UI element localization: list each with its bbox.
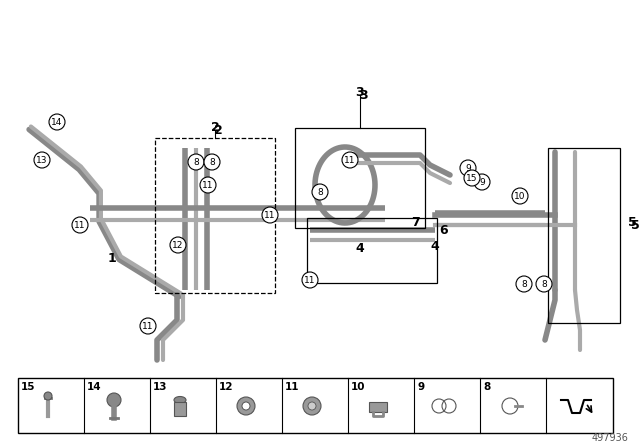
Text: 6: 6 bbox=[440, 224, 448, 237]
Bar bbox=[174, 402, 186, 416]
Text: 8: 8 bbox=[193, 158, 199, 167]
Text: 3: 3 bbox=[356, 86, 364, 99]
Circle shape bbox=[204, 154, 220, 170]
Circle shape bbox=[536, 276, 552, 292]
Circle shape bbox=[474, 174, 490, 190]
Circle shape bbox=[188, 154, 204, 170]
Text: 4: 4 bbox=[356, 241, 364, 254]
Text: 3: 3 bbox=[358, 89, 367, 102]
Ellipse shape bbox=[174, 396, 186, 404]
Text: 11: 11 bbox=[344, 155, 356, 164]
Bar bbox=[369, 402, 387, 412]
Text: 1: 1 bbox=[108, 251, 116, 264]
Text: 4: 4 bbox=[431, 240, 440, 253]
Circle shape bbox=[460, 160, 476, 176]
Bar bbox=[155, 138, 275, 293]
Circle shape bbox=[302, 272, 318, 288]
Text: 5: 5 bbox=[628, 215, 636, 228]
Circle shape bbox=[464, 170, 480, 186]
Text: 8: 8 bbox=[483, 382, 490, 392]
Text: 13: 13 bbox=[153, 382, 168, 392]
Text: 11: 11 bbox=[202, 181, 214, 190]
Text: 11: 11 bbox=[142, 322, 154, 331]
Circle shape bbox=[262, 207, 278, 223]
Text: 9: 9 bbox=[479, 177, 485, 186]
Circle shape bbox=[34, 152, 50, 168]
Text: 11: 11 bbox=[74, 220, 86, 229]
Text: 15: 15 bbox=[467, 173, 477, 182]
Text: 7: 7 bbox=[411, 215, 419, 228]
Text: 8: 8 bbox=[317, 188, 323, 197]
Text: 497936: 497936 bbox=[591, 433, 628, 443]
Text: 15: 15 bbox=[21, 382, 35, 392]
Text: 8: 8 bbox=[209, 158, 215, 167]
Circle shape bbox=[308, 402, 316, 410]
Text: 13: 13 bbox=[36, 155, 48, 164]
Circle shape bbox=[242, 402, 250, 410]
Circle shape bbox=[170, 237, 186, 253]
Text: 8: 8 bbox=[541, 280, 547, 289]
Text: 14: 14 bbox=[87, 382, 102, 392]
Text: 9: 9 bbox=[417, 382, 424, 392]
Circle shape bbox=[44, 392, 52, 400]
Text: 12: 12 bbox=[219, 382, 234, 392]
Bar bbox=[295, 128, 425, 228]
Text: 10: 10 bbox=[515, 191, 525, 201]
Text: 11: 11 bbox=[304, 276, 316, 284]
Text: 12: 12 bbox=[172, 241, 184, 250]
Circle shape bbox=[200, 177, 216, 193]
Circle shape bbox=[237, 397, 255, 415]
Circle shape bbox=[140, 318, 156, 334]
Circle shape bbox=[107, 393, 121, 407]
Text: 14: 14 bbox=[51, 117, 63, 126]
Circle shape bbox=[512, 188, 528, 204]
Circle shape bbox=[312, 184, 328, 200]
Bar bbox=[548, 148, 620, 323]
Circle shape bbox=[49, 114, 65, 130]
Circle shape bbox=[342, 152, 358, 168]
Text: 2: 2 bbox=[211, 121, 220, 134]
Text: 10: 10 bbox=[351, 382, 365, 392]
Text: 11: 11 bbox=[285, 382, 300, 392]
Text: 5: 5 bbox=[630, 219, 639, 232]
Circle shape bbox=[303, 397, 321, 415]
Text: 2: 2 bbox=[214, 124, 222, 137]
Circle shape bbox=[72, 217, 88, 233]
Bar bbox=[18, 378, 613, 433]
Bar bbox=[307, 218, 437, 283]
Text: 11: 11 bbox=[264, 211, 276, 220]
Circle shape bbox=[516, 276, 532, 292]
Text: 8: 8 bbox=[521, 280, 527, 289]
Text: 9: 9 bbox=[465, 164, 471, 172]
